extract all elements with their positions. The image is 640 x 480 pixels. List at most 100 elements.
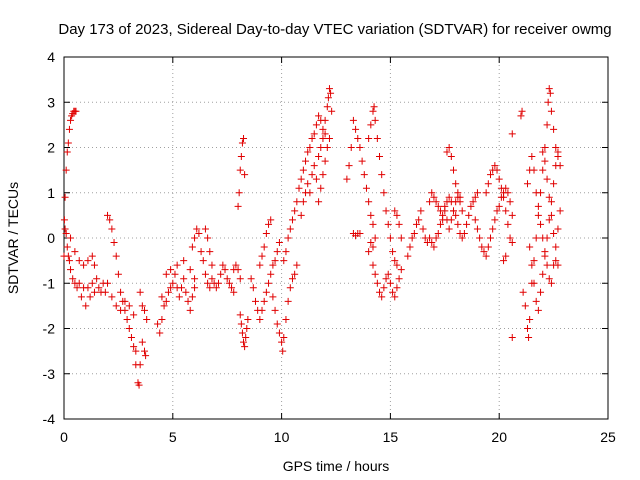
- data-point: [217, 270, 225, 278]
- data-point: [258, 306, 266, 314]
- data-point: [132, 347, 140, 355]
- data-point: [504, 189, 512, 197]
- data-point: [547, 279, 555, 287]
- data-point: [365, 248, 373, 256]
- data-point: [497, 184, 505, 192]
- data-point: [186, 266, 194, 274]
- data-point: [382, 207, 390, 215]
- data-point: [72, 107, 80, 115]
- data-point: [473, 189, 481, 197]
- data-point: [228, 284, 236, 292]
- data-point: [465, 211, 473, 219]
- data-point: [362, 184, 370, 192]
- data-point: [434, 202, 442, 210]
- data-point: [117, 306, 125, 314]
- data-point: [278, 338, 286, 346]
- data-point: [304, 148, 312, 156]
- data-point: [242, 334, 250, 342]
- data-point: [554, 261, 562, 269]
- data-point: [104, 279, 112, 287]
- data-point: [95, 284, 103, 292]
- data-point: [365, 198, 373, 206]
- data-point: [430, 193, 438, 201]
- data-point: [491, 162, 499, 170]
- data-point: [64, 252, 72, 260]
- data-point: [547, 107, 555, 115]
- data-point: [293, 261, 301, 269]
- data-point: [84, 257, 92, 265]
- data-point: [64, 139, 72, 147]
- data-point: [532, 189, 540, 197]
- data-point: [291, 207, 299, 215]
- data-point: [60, 216, 68, 224]
- data-point: [397, 266, 405, 274]
- data-point: [199, 257, 207, 265]
- data-point: [310, 162, 318, 170]
- data-point: [541, 144, 549, 151]
- data-point: [154, 320, 162, 328]
- data-point: [67, 266, 75, 274]
- grid-layer: [64, 57, 608, 419]
- data-point: [530, 166, 538, 174]
- data-point: [534, 211, 542, 219]
- data-point: [241, 343, 249, 351]
- data-point: [393, 211, 401, 219]
- data-point: [539, 166, 547, 174]
- data-point: [308, 171, 316, 179]
- data-point: [304, 180, 312, 188]
- data-point: [121, 297, 129, 305]
- data-point: [136, 288, 144, 296]
- data-point: [293, 198, 301, 206]
- data-point: [319, 171, 327, 179]
- tick-layer: 0 5 10 15 20 25 -4 -3 -2 -1 0 1 2 3 4: [43, 49, 616, 445]
- data-point: [373, 279, 381, 287]
- data-point: [482, 189, 490, 197]
- data-point: [556, 207, 564, 215]
- data-point: [323, 144, 331, 151]
- data-point: [106, 216, 114, 224]
- data-point: [110, 239, 118, 247]
- data-point: [486, 234, 494, 242]
- data-point: [454, 189, 462, 197]
- data-point: [284, 297, 292, 305]
- data-point: [544, 98, 552, 106]
- data-point: [467, 202, 475, 210]
- data-point: [504, 220, 512, 228]
- data-point: [395, 275, 403, 283]
- data-point: [360, 171, 368, 179]
- data-point: [369, 243, 377, 251]
- data-point: [236, 275, 244, 283]
- chart-title: Day 173 of 2023, Sidereal Day-to-day VTE…: [58, 21, 611, 38]
- data-point: [267, 270, 275, 278]
- data-point: [518, 107, 526, 115]
- data-point: [460, 229, 468, 237]
- data-point: [299, 166, 307, 174]
- data-point: [162, 297, 170, 305]
- data-point: [125, 302, 133, 310]
- data-point: [241, 171, 249, 179]
- data-point: [389, 248, 397, 256]
- data-point: [495, 202, 503, 210]
- data-point: [214, 279, 222, 287]
- data-point: [62, 166, 70, 174]
- data-point: [547, 211, 555, 219]
- data-point: [302, 157, 310, 165]
- data-point: [428, 239, 436, 247]
- data-point: [447, 216, 455, 224]
- data-point: [380, 189, 388, 197]
- data-point: [325, 134, 333, 142]
- data-point: [386, 279, 394, 287]
- x-tick-label: 0: [60, 429, 68, 445]
- data-point: [523, 180, 531, 188]
- data-point: [324, 94, 332, 102]
- data-point: [454, 220, 462, 228]
- data-point: [486, 171, 494, 179]
- data-point: [201, 270, 209, 278]
- data-point: [526, 243, 534, 251]
- data-point: [123, 315, 131, 323]
- data-point: [73, 284, 81, 292]
- data-point: [526, 315, 534, 323]
- data-point: [101, 288, 109, 296]
- data-point: [376, 153, 384, 161]
- data-point: [543, 175, 551, 183]
